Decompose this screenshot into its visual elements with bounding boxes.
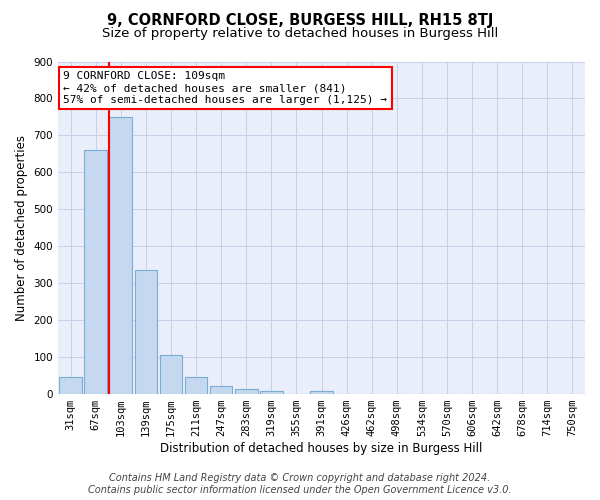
Text: 9 CORNFORD CLOSE: 109sqm
← 42% of detached houses are smaller (841)
57% of semi-: 9 CORNFORD CLOSE: 109sqm ← 42% of detach… (64, 72, 388, 104)
Y-axis label: Number of detached properties: Number of detached properties (15, 135, 28, 321)
Bar (160, 356, 182, 394)
Bar (134, 270, 157, 394)
Text: Contains HM Land Registry data © Crown copyright and database right 2024.
Contai: Contains HM Land Registry data © Crown c… (88, 474, 512, 495)
Bar (310, 391, 333, 394)
Text: 9, CORNFORD CLOSE, BURGESS HILL, RH15 8TJ: 9, CORNFORD CLOSE, BURGESS HILL, RH15 8T… (107, 12, 493, 28)
Bar (85, 150, 107, 394)
Bar (59, 376, 82, 394)
Bar (235, 390, 257, 394)
Bar (260, 391, 283, 394)
Bar (185, 376, 208, 394)
Bar (109, 117, 132, 394)
Bar (210, 386, 232, 394)
X-axis label: Distribution of detached houses by size in Burgess Hill: Distribution of detached houses by size … (160, 442, 483, 455)
Text: Size of property relative to detached houses in Burgess Hill: Size of property relative to detached ho… (102, 28, 498, 40)
